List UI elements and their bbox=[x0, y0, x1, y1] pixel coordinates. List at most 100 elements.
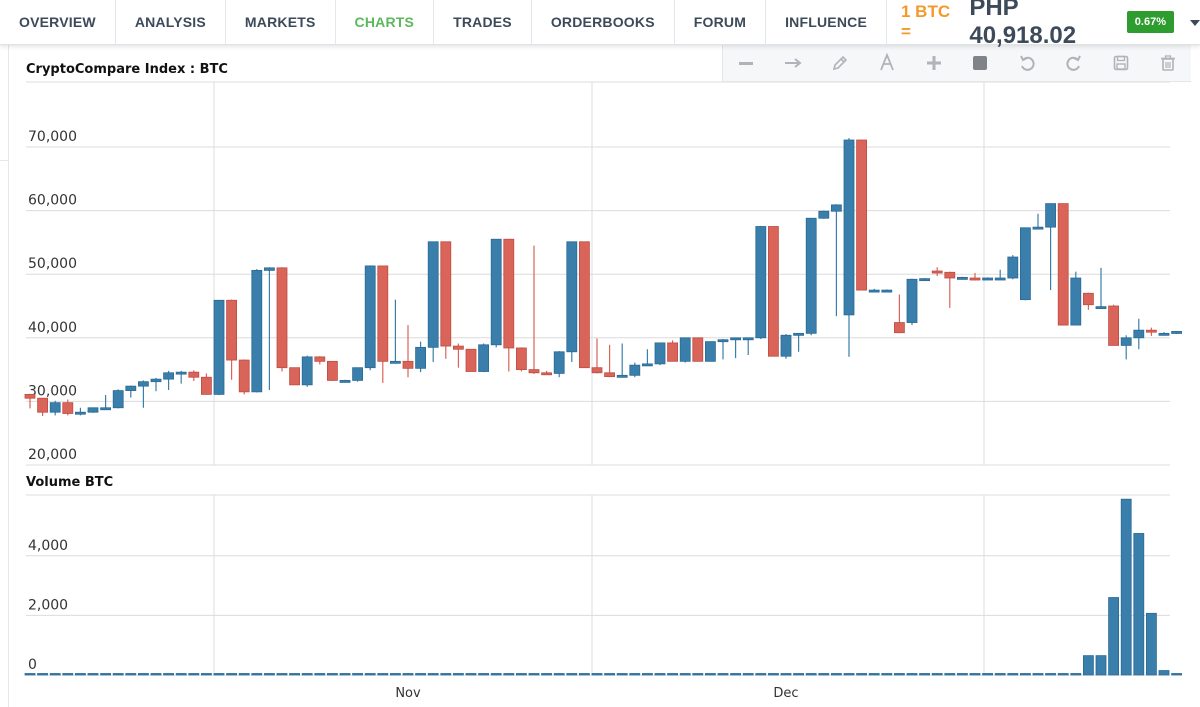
price-y-axis: 20,000 30,000 40,000 50,000 60,000 70,000 bbox=[28, 129, 77, 463]
price-y-tick-label: 70,000 bbox=[28, 129, 77, 145]
tab-trades[interactable]: TRADES bbox=[434, 0, 532, 44]
volume-bar bbox=[1045, 673, 1056, 676]
candle bbox=[87, 407, 99, 413]
candle bbox=[692, 337, 704, 362]
candle bbox=[566, 241, 578, 362]
candle bbox=[616, 343, 628, 378]
volume-bar bbox=[831, 673, 842, 676]
candle bbox=[452, 343, 464, 368]
candle bbox=[1108, 304, 1119, 346]
volume-bar bbox=[251, 673, 263, 676]
candle bbox=[742, 337, 754, 355]
volume-bar bbox=[931, 673, 943, 676]
tab-markets[interactable]: MARKETS bbox=[226, 0, 336, 44]
tab-orderbooks[interactable]: ORDERBOOKS bbox=[532, 0, 675, 44]
candle bbox=[251, 269, 263, 393]
volume-bar bbox=[755, 673, 767, 676]
plus-icon[interactable] bbox=[923, 52, 945, 74]
volume-bar bbox=[465, 673, 477, 676]
currency-dropdown-caret-icon[interactable] bbox=[1190, 20, 1200, 26]
candle bbox=[415, 341, 427, 373]
volume-bar bbox=[188, 673, 200, 676]
candle bbox=[591, 338, 603, 374]
volume-bar bbox=[717, 673, 729, 676]
arrow-right-icon[interactable] bbox=[782, 52, 804, 74]
candle bbox=[503, 238, 515, 372]
volume-bar bbox=[679, 673, 691, 676]
volume-bar bbox=[541, 673, 552, 676]
volume-bar bbox=[818, 673, 830, 676]
candle bbox=[24, 394, 36, 409]
tab-analysis[interactable]: ANALYSIS bbox=[116, 0, 226, 44]
sidebar-edge-tick bbox=[0, 160, 8, 161]
redo-icon[interactable] bbox=[1063, 52, 1085, 74]
candle bbox=[263, 267, 275, 390]
candle bbox=[1120, 335, 1132, 360]
volume-bar bbox=[238, 673, 250, 676]
volume-bar bbox=[490, 673, 502, 676]
volume-bar bbox=[112, 673, 124, 676]
tab-charts[interactable]: CHARTS bbox=[336, 0, 435, 44]
volume-bar bbox=[1108, 597, 1119, 676]
candle bbox=[629, 362, 641, 378]
candle bbox=[894, 294, 905, 334]
candle bbox=[213, 299, 225, 396]
price-grid bbox=[26, 81, 1170, 675]
volume-y-tick-label: 4,000 bbox=[28, 538, 68, 554]
volume-series bbox=[24, 498, 1182, 676]
candle bbox=[868, 288, 880, 293]
volume-bar bbox=[692, 673, 704, 676]
trash-icon[interactable] bbox=[1157, 52, 1179, 74]
volume-bar bbox=[1146, 612, 1157, 676]
volume-bar bbox=[982, 673, 993, 676]
volume-bar bbox=[175, 673, 187, 676]
volume-bar bbox=[263, 673, 275, 676]
candle bbox=[1083, 292, 1094, 310]
candle bbox=[755, 225, 767, 340]
x-tick-label: Nov bbox=[395, 686, 421, 701]
text-icon[interactable] bbox=[876, 52, 898, 74]
candle bbox=[314, 356, 326, 365]
tab-influence[interactable]: INFLUENCE bbox=[766, 0, 887, 44]
volume-bar bbox=[314, 673, 326, 676]
volume-bar bbox=[579, 673, 590, 676]
candle bbox=[793, 332, 804, 352]
volume-bar bbox=[969, 673, 981, 676]
candle bbox=[818, 210, 830, 219]
volume-bar bbox=[566, 673, 578, 676]
candle bbox=[1171, 331, 1182, 334]
candle bbox=[440, 241, 452, 359]
volume-bar bbox=[730, 673, 741, 676]
candle bbox=[226, 299, 238, 380]
tab-overview[interactable]: OVERVIEW bbox=[0, 0, 116, 44]
candle bbox=[188, 370, 200, 382]
volume-bar bbox=[944, 673, 956, 676]
candle bbox=[238, 359, 250, 395]
candle bbox=[465, 348, 477, 372]
volume-y-axis: 0 2,000 4,000 bbox=[28, 538, 68, 673]
candle bbox=[654, 342, 666, 366]
minus-icon[interactable] bbox=[735, 52, 757, 74]
pencil-icon[interactable] bbox=[829, 52, 851, 74]
candle bbox=[919, 278, 930, 282]
candle bbox=[944, 271, 956, 308]
volume-bar bbox=[125, 673, 137, 676]
volume-bar bbox=[150, 673, 162, 676]
candle bbox=[553, 351, 565, 378]
volume-bar bbox=[276, 673, 288, 676]
volume-bar bbox=[553, 673, 565, 676]
volume-bar bbox=[377, 673, 389, 676]
candle bbox=[62, 399, 74, 416]
volume-bar bbox=[654, 673, 666, 676]
candle bbox=[982, 277, 993, 281]
save-icon[interactable] bbox=[1110, 52, 1132, 74]
candle bbox=[1146, 327, 1157, 336]
undo-icon[interactable] bbox=[1016, 52, 1038, 74]
volume-bar bbox=[894, 673, 905, 676]
tab-forum[interactable]: FORUM bbox=[675, 0, 767, 44]
volume-bar bbox=[805, 673, 817, 676]
square-icon[interactable] bbox=[969, 52, 991, 74]
volume-bar bbox=[478, 673, 490, 676]
volume-bar bbox=[24, 673, 36, 676]
